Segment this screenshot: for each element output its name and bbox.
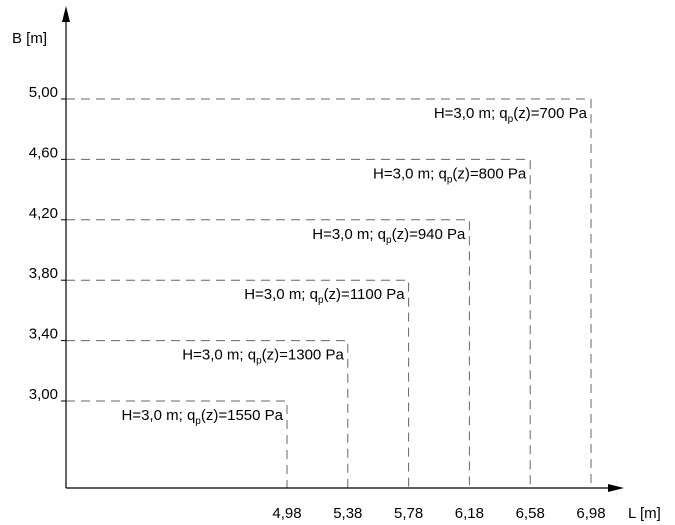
boundary-label-sub: p (386, 235, 392, 246)
x-tick-label-2: 5,78 (394, 505, 423, 522)
y-tick-label-4: 4,60 (29, 144, 58, 161)
y-axis-arrow (62, 6, 70, 22)
boundary-line-2 (66, 279, 410, 488)
boundary-label-pre: H=3,0 m; q (312, 226, 386, 243)
boundary-line-1 (66, 340, 349, 488)
x-tick-label-0: 4,98 (272, 505, 301, 522)
boundary-line-4 (66, 158, 531, 488)
y-tick-label-0: 3,00 (29, 386, 58, 403)
boundary-label-sub: p (318, 295, 324, 306)
boundary-label-sub: p (256, 356, 262, 367)
x-tick-label-3: 6,18 (455, 505, 484, 522)
boundary-line-0 (66, 400, 288, 488)
boundary-label-2: H=3,0 m; qp(z)=1100 Pa (244, 286, 405, 306)
boundary-label-pre: H=3,0 m; q (434, 105, 508, 122)
y-tick-labels: 3,00 3,40 3,80 4,20 4,60 5,00 (29, 84, 58, 403)
boundary-label-sub: p (447, 174, 453, 185)
boundary-label-pre: H=3,0 m; q (182, 347, 256, 364)
y-tick-label-3: 4,20 (29, 205, 58, 222)
boundary-label-3: H=3,0 m; qp(z)=940 Pa (312, 226, 466, 246)
boundary-label-pre: H=3,0 m; q (122, 407, 196, 424)
boundary-label-post: (z)=940 Pa (392, 226, 466, 243)
boundary-label-4: H=3,0 m; qp(z)=800 Pa (373, 165, 527, 185)
boundary-label-sub: p (195, 416, 201, 427)
boundary-label-post: (z)=700 Pa (513, 105, 587, 122)
axes: B [m] L [m] (12, 6, 661, 522)
boundary-label-0: H=3,0 m; qp(z)=1550 Pa (122, 407, 284, 427)
x-tick-label-4: 6,58 (516, 505, 545, 522)
y-axis-label: B [m] (12, 30, 47, 47)
x-tick-label-5: 6,98 (576, 505, 605, 522)
boundary-label-pre: H=3,0 m; q (373, 165, 447, 182)
dashed-boundaries (61, 98, 592, 488)
boundary-line-5 (66, 98, 592, 488)
boundary-label-1: H=3,0 m; qp(z)=1300 Pa (182, 347, 344, 367)
x-axis-label: L [m] (628, 505, 661, 522)
y-tick-label-5: 5,00 (29, 84, 58, 101)
y-tick-label-1: 3,40 (29, 326, 58, 343)
boundary-label-5: H=3,0 m; qp(z)=700 Pa (434, 105, 588, 125)
boundary-label-pre: H=3,0 m; q (244, 286, 318, 303)
x-axis-arrow (608, 484, 624, 492)
boundary-label-post: (z)=1300 Pa (262, 347, 345, 364)
boundary-label-post: (z)=800 Pa (452, 165, 526, 182)
x-tick-labels: 4,98 5,38 5,78 6,18 6,58 6,98 (272, 505, 605, 522)
boundary-label-post: (z)=1100 Pa (324, 286, 406, 303)
annotations: H=3,0 m; qp(z)=1550 PaH=3,0 m; qp(z)=130… (122, 105, 588, 427)
boundary-label-post: (z)=1550 Pa (201, 407, 284, 424)
boundary-label-sub: p (508, 114, 514, 125)
x-tick-label-1: 5,38 (333, 505, 362, 522)
y-tick-label-2: 3,80 (29, 265, 58, 282)
